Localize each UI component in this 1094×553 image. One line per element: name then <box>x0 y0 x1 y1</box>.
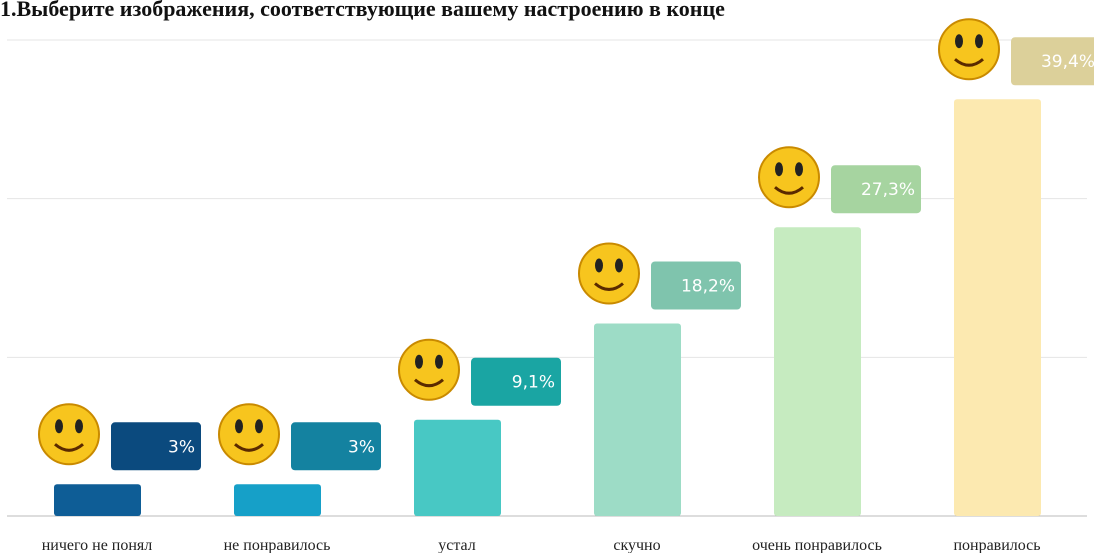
emoji-eye <box>795 162 803 176</box>
bar <box>594 323 681 516</box>
value-label: 39,4% <box>1041 52 1094 72</box>
bar <box>54 484 141 516</box>
x-tick-label: скучно <box>613 537 660 553</box>
emoji-eye <box>235 419 243 433</box>
x-tick-label: очень понравилось <box>752 537 882 553</box>
value-label: 3% <box>168 437 195 457</box>
value-label: 9,1% <box>512 373 555 393</box>
chart-title: 1.Выберите изображения, соответствующие … <box>0 0 725 21</box>
emoji-face <box>579 243 639 303</box>
value-label: 18,2% <box>681 276 735 296</box>
bar <box>774 227 861 516</box>
emoji-face <box>759 147 819 207</box>
emoji-eye <box>975 34 983 48</box>
x-tick-label: ничего не понял <box>42 537 153 553</box>
x-tick-label: устал <box>438 537 476 553</box>
emoji-eye <box>415 355 423 369</box>
bar <box>234 484 321 516</box>
x-tick-label: не понравилось <box>224 537 331 553</box>
emoji-eye <box>55 419 63 433</box>
emoji-eye <box>75 419 83 433</box>
chart: 1.Выберите изображения, соответствующие … <box>0 0 1094 553</box>
bar <box>414 420 501 516</box>
emoji-eye <box>435 355 443 369</box>
value-label: 3% <box>348 437 375 457</box>
x-tick-label: понравилось <box>953 537 1040 553</box>
emoji-face <box>219 404 279 464</box>
emoji-eye <box>615 258 623 272</box>
emoji-eye <box>955 34 963 48</box>
emoji-eye <box>595 258 603 272</box>
bar <box>954 99 1041 516</box>
emoji-eye <box>255 419 263 433</box>
emoji-face <box>399 340 459 400</box>
emoji-face <box>939 19 999 79</box>
emoji-eye <box>775 162 783 176</box>
emoji-face <box>39 404 99 464</box>
value-label: 27,3% <box>861 180 915 200</box>
